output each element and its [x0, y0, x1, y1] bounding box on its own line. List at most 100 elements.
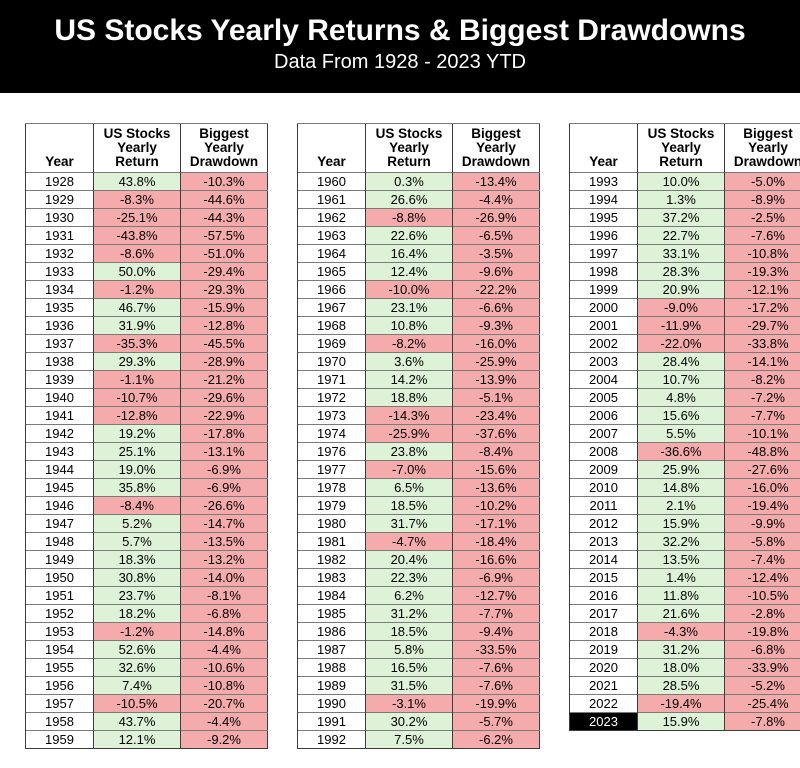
- drawdown-cell: -16.0%: [452, 334, 540, 353]
- year-cell: 1962: [297, 208, 366, 227]
- return-cell: 5.5%: [637, 424, 725, 443]
- year-cell: 2010: [569, 478, 638, 497]
- drawdown-cell: -13.2%: [180, 550, 268, 569]
- return-cell: -43.8%: [93, 226, 181, 245]
- return-cell: 22.6%: [365, 226, 453, 245]
- table-row: 2001 -11.9% -29.7%: [569, 316, 800, 335]
- year-cell: 2008: [569, 442, 638, 461]
- return-cell: -25.9%: [365, 424, 453, 443]
- drawdown-cell: -33.9%: [724, 658, 800, 677]
- year-cell: 1997: [569, 244, 638, 263]
- year-cell: 1976: [297, 442, 366, 461]
- return-cell: -3.1%: [365, 694, 453, 713]
- drawdown-cell: -5.7%: [452, 712, 540, 731]
- table-row: 2020 18.0% -33.9%: [569, 658, 800, 677]
- column-header-year: Year: [297, 123, 366, 173]
- year-cell: 1967: [297, 298, 366, 317]
- return-cell: -10.7%: [93, 388, 181, 407]
- year-cell: 1969: [297, 334, 366, 353]
- year-cell: 2018: [569, 622, 638, 641]
- table-row: 1948 5.7% -13.5%: [25, 532, 268, 551]
- year-cell: 1996: [569, 226, 638, 245]
- header-row: Year US Stocks Yearly Return Biggest Yearl…: [569, 123, 800, 173]
- year-cell: 1981: [297, 532, 366, 551]
- return-cell: 1.3%: [637, 190, 725, 209]
- drawdown-cell: -14.0%: [180, 568, 268, 587]
- table-row: 1932 -8.6% -51.0%: [25, 244, 268, 263]
- returns-table-2: Year US Stocks Yearly Return Biggest Yearl…: [297, 123, 540, 749]
- column-header-drawdown: Biggest Yearly Drawdown: [452, 123, 540, 173]
- table-row: 2017 21.6% -2.8%: [569, 604, 800, 623]
- year-cell: 2020: [569, 658, 638, 677]
- drawdown-cell: -48.8%: [724, 442, 800, 461]
- table-row: 1992 7.5% -6.2%: [297, 730, 540, 749]
- table-row: 1928 43.8% -10.3%: [25, 172, 268, 191]
- drawdown-cell: -19.9%: [452, 694, 540, 713]
- drawdown-cell: -6.5%: [452, 226, 540, 245]
- drawdown-cell: -6.9%: [452, 568, 540, 587]
- drawdown-cell: -12.1%: [724, 280, 800, 299]
- drawdown-cell: -10.6%: [180, 658, 268, 677]
- table-row: 2009 25.9% -27.6%: [569, 460, 800, 479]
- table-row: 1956 7.4% -10.8%: [25, 676, 268, 695]
- drawdown-cell: -45.5%: [180, 334, 268, 353]
- table-row: 1945 35.8% -6.9%: [25, 478, 268, 497]
- column-header-year: Year: [25, 123, 94, 173]
- table-row: 1984 6.2% -12.7%: [297, 586, 540, 605]
- year-cell: 1933: [25, 262, 94, 281]
- year-cell: 1939: [25, 370, 94, 389]
- drawdown-cell: -10.2%: [452, 496, 540, 515]
- year-cell: 1986: [297, 622, 366, 641]
- return-cell: -8.8%: [365, 208, 453, 227]
- header-row: Year US Stocks Yearly Return Biggest Yearl…: [25, 123, 268, 173]
- year-cell: 1930: [25, 208, 94, 227]
- return-cell: 16.4%: [365, 244, 453, 263]
- return-cell: 31.7%: [365, 514, 453, 533]
- table-row: 1987 5.8% -33.5%: [297, 640, 540, 659]
- return-cell: 31.9%: [93, 316, 181, 335]
- year-cell: 1983: [297, 568, 366, 587]
- year-cell: 2023: [569, 712, 638, 731]
- table-row: 1947 5.2% -14.7%: [25, 514, 268, 533]
- drawdown-cell: -17.8%: [180, 424, 268, 443]
- year-cell: 2021: [569, 676, 638, 695]
- drawdown-cell: -9.2%: [180, 730, 268, 749]
- return-cell: 12.4%: [365, 262, 453, 281]
- year-cell: 1937: [25, 334, 94, 353]
- table-row: 1999 20.9% -12.1%: [569, 280, 800, 299]
- year-cell: 1942: [25, 424, 94, 443]
- return-cell: 10.7%: [637, 370, 725, 389]
- year-cell: 2000: [569, 298, 638, 317]
- drawdown-cell: -29.6%: [180, 388, 268, 407]
- column-header-return: US Stocks Yearly Return: [93, 123, 181, 173]
- drawdown-cell: -8.2%: [724, 370, 800, 389]
- drawdown-cell: -7.6%: [452, 676, 540, 695]
- drawdown-cell: -10.3%: [180, 172, 268, 191]
- return-cell: 19.0%: [93, 460, 181, 479]
- return-cell: 14.2%: [365, 370, 453, 389]
- return-cell: -35.3%: [93, 334, 181, 353]
- drawdown-cell: -19.4%: [724, 496, 800, 515]
- table-row: 2018 -4.3% -19.8%: [569, 622, 800, 641]
- return-cell: -1.2%: [93, 280, 181, 299]
- table-row: 1937 -35.3% -45.5%: [25, 334, 268, 353]
- year-cell: 1959: [25, 730, 94, 749]
- drawdown-cell: -29.4%: [180, 262, 268, 281]
- drawdown-cell: -9.9%: [724, 514, 800, 533]
- table-row: 1967 23.1% -6.6%: [297, 298, 540, 317]
- table-row: 1974 -25.9% -37.6%: [297, 424, 540, 443]
- drawdown-cell: -26.9%: [452, 208, 540, 227]
- table-row: 1973 -14.3% -23.4%: [297, 406, 540, 425]
- drawdown-cell: -6.8%: [180, 604, 268, 623]
- table-row: 2016 11.8% -10.5%: [569, 586, 800, 605]
- year-cell: 1945: [25, 478, 94, 497]
- year-cell: 1936: [25, 316, 94, 335]
- year-cell: 1982: [297, 550, 366, 569]
- table-row: 1942 19.2% -17.8%: [25, 424, 268, 443]
- drawdown-cell: -51.0%: [180, 244, 268, 263]
- drawdown-cell: -22.9%: [180, 406, 268, 425]
- return-cell: 7.4%: [93, 676, 181, 695]
- year-cell: 1943: [25, 442, 94, 461]
- year-cell: 1980: [297, 514, 366, 533]
- table-row: 1952 18.2% -6.8%: [25, 604, 268, 623]
